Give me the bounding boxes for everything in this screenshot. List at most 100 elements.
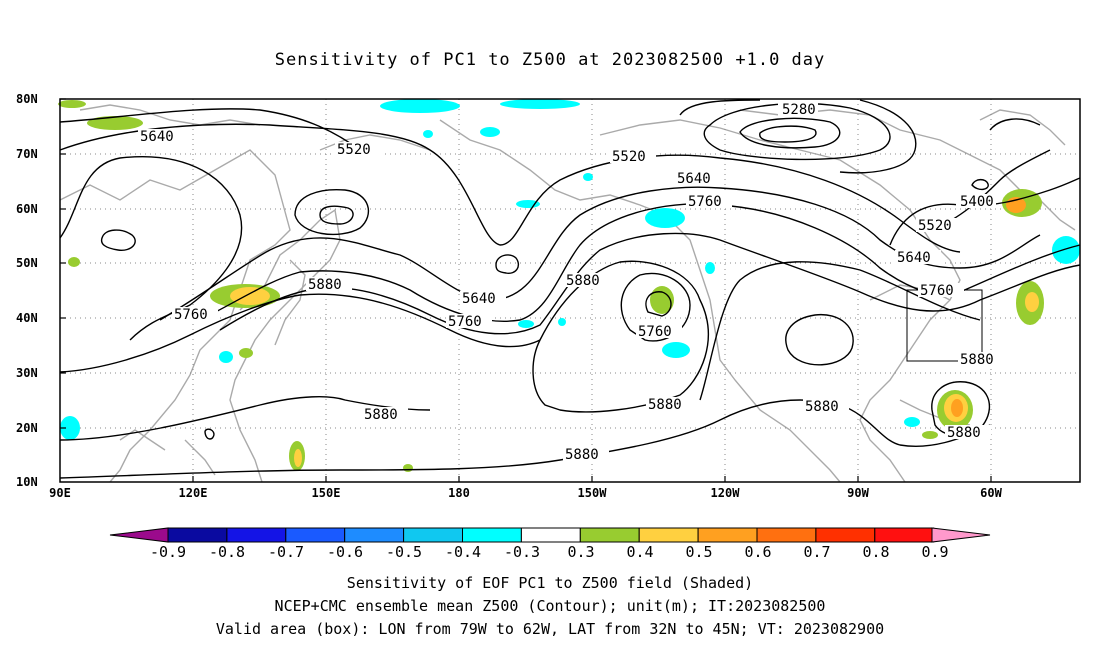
contour-label: 5880 xyxy=(565,447,599,463)
contour-line xyxy=(785,313,854,366)
footer-line-valid-area: Valid area (box): LON from 79W to 62W, L… xyxy=(215,620,885,638)
contour-line xyxy=(319,205,354,225)
colorbar-high-triangle xyxy=(931,527,991,543)
sensitivity-shading xyxy=(58,99,1080,472)
contour-label: 5760 xyxy=(920,283,954,299)
colorbar-cell xyxy=(344,527,405,543)
colorbar-label: 0.3 xyxy=(567,543,595,561)
colorbar-cell xyxy=(815,527,876,543)
colorbar-cell xyxy=(226,527,287,543)
contour-label: 5520 xyxy=(337,142,371,158)
colorbar xyxy=(109,527,991,543)
contour-label: 5640 xyxy=(462,291,496,307)
colorbar-cell xyxy=(874,527,935,543)
colorbar-cell xyxy=(579,527,640,543)
lat-label: 60N xyxy=(16,202,38,216)
contour-labels: 5280 5400 5520 5520 5520 5640 5640 5640 … xyxy=(138,102,1004,463)
footer-line-contour: NCEP+CMC ensemble mean Z500 (Contour); u… xyxy=(274,597,826,615)
colorbar-label: -0.4 xyxy=(444,543,482,561)
lat-label: 20N xyxy=(16,421,38,435)
shade-positive xyxy=(403,464,413,472)
shade-negative xyxy=(904,417,920,427)
contour-label: 5880 xyxy=(947,425,981,441)
colorbar-label: -0.8 xyxy=(208,543,246,561)
lon-label: 120E xyxy=(178,486,208,500)
colorbar-cell xyxy=(285,527,346,543)
contour-label: 5880 xyxy=(805,399,839,415)
lon-label: 180 xyxy=(448,486,470,500)
lat-label: 80N xyxy=(16,92,38,106)
lat-label: 10N xyxy=(16,475,38,489)
shade-negative xyxy=(705,262,715,274)
colorbar-label: -0.6 xyxy=(326,543,364,561)
contour-line xyxy=(679,99,917,174)
colorbar-cell xyxy=(520,527,581,543)
colorbar-label: 0.9 xyxy=(921,543,949,561)
shade-negative xyxy=(60,416,80,440)
contour-line xyxy=(59,396,431,441)
contour-line xyxy=(204,428,215,440)
shade-negative xyxy=(518,320,534,328)
contour-label: 5760 xyxy=(448,314,482,330)
map-title: Sensitivity of PC1 to Z500 at 2023082500… xyxy=(274,50,826,70)
colorbar-label: -0.3 xyxy=(503,543,541,561)
colorbar-label: 0.5 xyxy=(685,543,713,561)
axis-ticks xyxy=(60,98,992,482)
colorbar-cell xyxy=(697,527,758,543)
colorbar-low-triangle xyxy=(109,527,169,543)
colorbar-label: -0.5 xyxy=(385,543,423,561)
contour-label: 5760 xyxy=(174,307,208,323)
contour-label: 5280 xyxy=(782,102,816,118)
contour-label: 5880 xyxy=(960,352,994,368)
shade-negative xyxy=(662,342,690,358)
contour-line xyxy=(59,108,361,151)
contour-line xyxy=(59,123,961,253)
shade-positive xyxy=(230,287,270,305)
colorbar-cell xyxy=(167,527,228,543)
contour-label: 5640 xyxy=(677,171,711,187)
shade-negative xyxy=(558,318,566,326)
contour-label: 5880 xyxy=(308,277,342,293)
contour-line xyxy=(100,229,136,251)
lon-label: 120W xyxy=(710,486,740,500)
shade-negative xyxy=(500,99,580,109)
colorbar-label: 0.8 xyxy=(862,543,890,561)
lon-label: 150E xyxy=(311,486,341,500)
colorbar-label: 0.7 xyxy=(803,543,831,561)
contour-line xyxy=(59,399,991,479)
contour-line xyxy=(759,125,817,143)
shade-positive xyxy=(1025,292,1039,312)
plot-frame xyxy=(59,98,1081,483)
contour-line xyxy=(59,293,541,373)
contour-label: 5640 xyxy=(140,129,174,145)
lat-label: 30N xyxy=(16,366,38,380)
shade-negative xyxy=(645,208,685,228)
contour-label: 5880 xyxy=(364,407,398,423)
contour-line xyxy=(495,254,520,274)
contour-label: 5760 xyxy=(638,324,672,340)
shade-positive xyxy=(68,257,80,267)
shade-positive xyxy=(951,399,963,417)
lat-label: 70N xyxy=(16,147,38,161)
contour-label: 5520 xyxy=(612,149,646,165)
contour-label: 5400 xyxy=(960,194,994,210)
shade-negative xyxy=(423,130,433,138)
contour-line xyxy=(971,178,989,191)
contour-line xyxy=(219,232,1081,335)
shade-positive xyxy=(58,100,86,108)
colorbar-cell xyxy=(638,527,699,543)
contour-label: 5640 xyxy=(897,250,931,266)
shade-positive xyxy=(87,116,143,130)
colorbar-cell xyxy=(403,527,464,543)
lon-label: 90E xyxy=(49,486,71,500)
colorbar-label: -0.7 xyxy=(267,543,305,561)
footer-line-shading: Sensitivity of EOF PC1 to Z500 field (Sh… xyxy=(346,574,754,592)
colorbar-cell xyxy=(462,527,522,543)
shade-negative xyxy=(380,99,460,113)
shade-negative xyxy=(480,127,500,137)
lat-label: 50N xyxy=(16,256,38,270)
colorbar-cell xyxy=(756,527,817,543)
lon-label: 60W xyxy=(980,486,1002,500)
shade-positive xyxy=(239,348,253,358)
